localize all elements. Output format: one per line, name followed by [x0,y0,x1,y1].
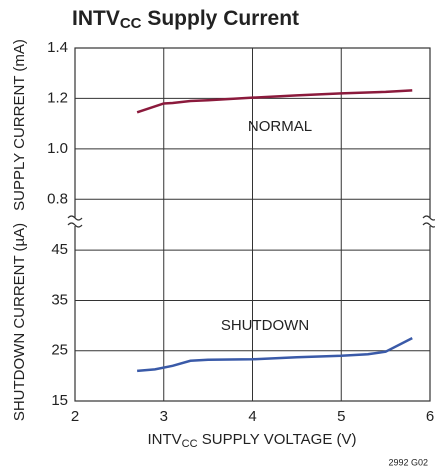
x-tick-label: 3 [160,408,168,425]
y-tick-label: 1.4 [47,39,68,56]
data-line [136,89,413,114]
axis-break-gap [69,218,81,226]
x-tick-label: 4 [248,408,256,425]
title-main: INTV [72,7,120,30]
data-line [137,337,413,373]
axis-break-mark [67,215,83,221]
y-tick-label: 35 [51,291,68,308]
title-rest: Supply Current [142,7,300,30]
y-tick-label: 25 [51,342,68,359]
title-sub: CC [120,15,142,32]
series-annotation: SHUTDOWN [221,317,309,334]
x-tick-label: 5 [337,408,345,425]
y-tick-label: 15 [51,392,68,409]
axis-break-gap [424,218,435,226]
y-tick-label: 1.0 [47,140,68,157]
y-tick-label: 1.2 [47,89,68,106]
x-tick-label: 6 [426,408,434,425]
xlabel-rest: SUPPLY VOLTAGE (V) [198,431,357,448]
y-axis-label: SUPPLY CURRENT (mA) [11,39,28,211]
y-tick-label: 0.8 [47,190,68,207]
footnote: 2992 G02 [388,457,428,467]
x-tick-label: 2 [71,408,79,425]
y-axis-label: SHUTDOWN CURRENT (µA) [11,223,28,421]
axis-break-mark [67,222,83,228]
xlabel-main: INTV [148,431,182,448]
chart-title: INTVCC Supply Current [72,7,299,32]
y-tick-label: 45 [51,241,68,258]
xlabel-sub: CC [182,438,198,450]
x-axis-label: INTVCC SUPPLY VOLTAGE (V) [148,431,357,450]
series-annotation: NORMAL [248,118,312,135]
